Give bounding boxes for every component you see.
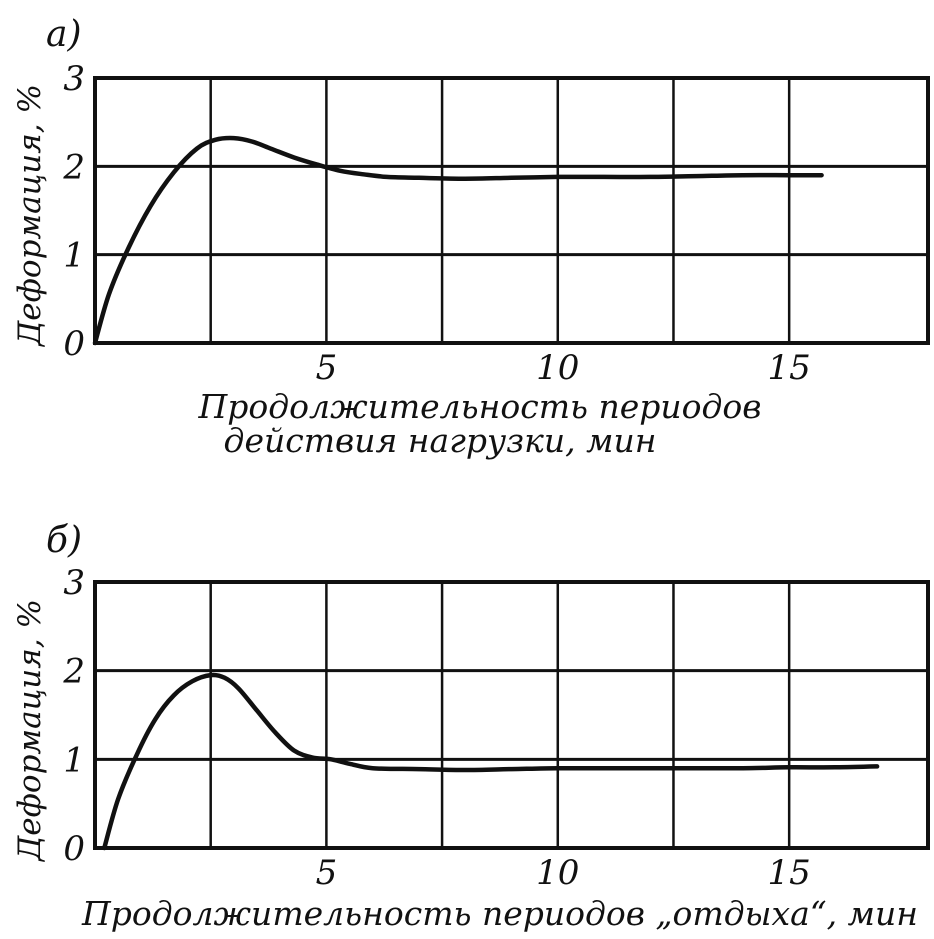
panel-b-x-axis-label: Продолжительность периодов „отдыха“, мин: [81, 894, 918, 933]
panel-b-label: б): [46, 520, 82, 561]
panel-a-x-axis-label-line2: действия нагрузки, мин: [224, 421, 657, 460]
y-tick-label-1: 1: [63, 740, 85, 780]
panel-b-grid: [93, 580, 930, 850]
x-tick-label-0: 5: [316, 348, 338, 388]
panel-b-ticks: 0 1 2 3 5 10 15: [62, 563, 810, 893]
plot-frame: [93, 76, 930, 345]
x-tick-label-2: 15: [768, 853, 811, 893]
x-tick-label-2: 15: [768, 348, 811, 388]
y-tick-label-0: 0: [63, 829, 85, 869]
panel-b-series: [102, 672, 880, 851]
panel-a-label: а): [46, 14, 82, 55]
series-line-0: [102, 672, 880, 851]
x-tick-label-1: 10: [536, 348, 579, 388]
y-tick-label-1: 1: [63, 236, 85, 276]
panel-a-series: [92, 135, 824, 346]
panel-a-x-axis-label-line1: Продолжительность периодов: [198, 387, 762, 426]
y-tick-label-2: 2: [62, 652, 85, 692]
panel-b-y-axis-label: Деформация, %: [12, 599, 48, 863]
panel-a-y-axis-label: Деформация, %: [12, 84, 48, 348]
x-tick-label-0: 5: [316, 853, 338, 893]
x-tick-label-1: 10: [536, 853, 579, 893]
plot-frame: [93, 580, 930, 850]
panel-a-ticks: 0 1 2 3 5 10 15: [62, 59, 810, 388]
y-tick-label-3: 3: [63, 563, 85, 603]
y-tick-label-3: 3: [63, 59, 85, 99]
y-tick-label-0: 0: [63, 324, 85, 364]
chart-panel-a: а) Деформация, % 0 1 2 3 5 10 15 Продолжительн…: [12, 14, 930, 460]
y-tick-label-2: 2: [62, 147, 85, 187]
chart-panel-b: б) Деформация, % 0 1 2 3 5 10 15 Продолжительн…: [12, 520, 930, 933]
panel-a-grid: [93, 76, 930, 345]
series-line-0: [92, 135, 824, 346]
